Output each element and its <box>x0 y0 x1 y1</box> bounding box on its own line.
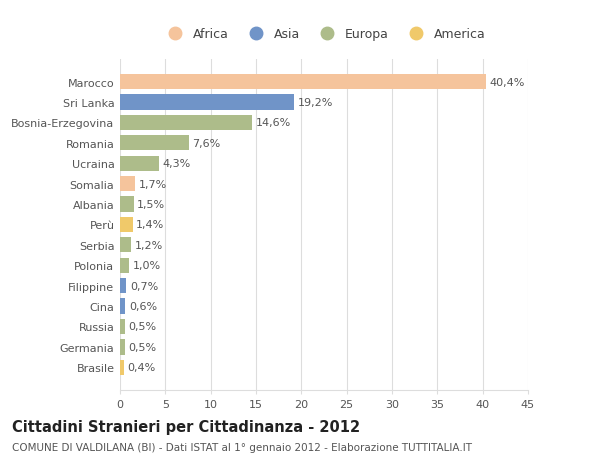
Text: 40,4%: 40,4% <box>490 77 525 87</box>
Bar <box>120 115 253 131</box>
Text: Cittadini Stranieri per Cittadinanza - 2012: Cittadini Stranieri per Cittadinanza - 2… <box>12 419 360 434</box>
Bar <box>120 258 129 273</box>
Bar <box>120 75 486 90</box>
Bar <box>120 217 133 233</box>
Bar <box>120 278 127 294</box>
Text: 19,2%: 19,2% <box>298 98 333 108</box>
Bar <box>120 319 125 335</box>
Text: 7,6%: 7,6% <box>193 139 221 148</box>
Bar <box>120 136 189 151</box>
Bar <box>120 238 131 253</box>
Bar <box>120 95 294 110</box>
Legend: Africa, Asia, Europa, America: Africa, Asia, Europa, America <box>158 23 490 46</box>
Text: 4,3%: 4,3% <box>163 159 191 169</box>
Text: 1,7%: 1,7% <box>139 179 167 189</box>
Text: 1,0%: 1,0% <box>133 261 161 271</box>
Text: 0,4%: 0,4% <box>127 363 155 373</box>
Bar <box>120 197 134 212</box>
Text: 1,4%: 1,4% <box>136 220 164 230</box>
Text: 14,6%: 14,6% <box>256 118 291 128</box>
Text: 0,5%: 0,5% <box>128 322 156 332</box>
Bar <box>120 340 125 355</box>
Text: 0,7%: 0,7% <box>130 281 158 291</box>
Text: 1,2%: 1,2% <box>134 241 163 250</box>
Text: 0,6%: 0,6% <box>129 302 157 311</box>
Bar <box>120 360 124 375</box>
Text: 0,5%: 0,5% <box>128 342 156 352</box>
Bar <box>120 177 136 192</box>
Bar <box>120 299 125 314</box>
Text: COMUNE DI VALDILANA (BI) - Dati ISTAT al 1° gennaio 2012 - Elaborazione TUTTITAL: COMUNE DI VALDILANA (BI) - Dati ISTAT al… <box>12 442 472 452</box>
Bar <box>120 156 159 172</box>
Text: 1,5%: 1,5% <box>137 200 166 209</box>
